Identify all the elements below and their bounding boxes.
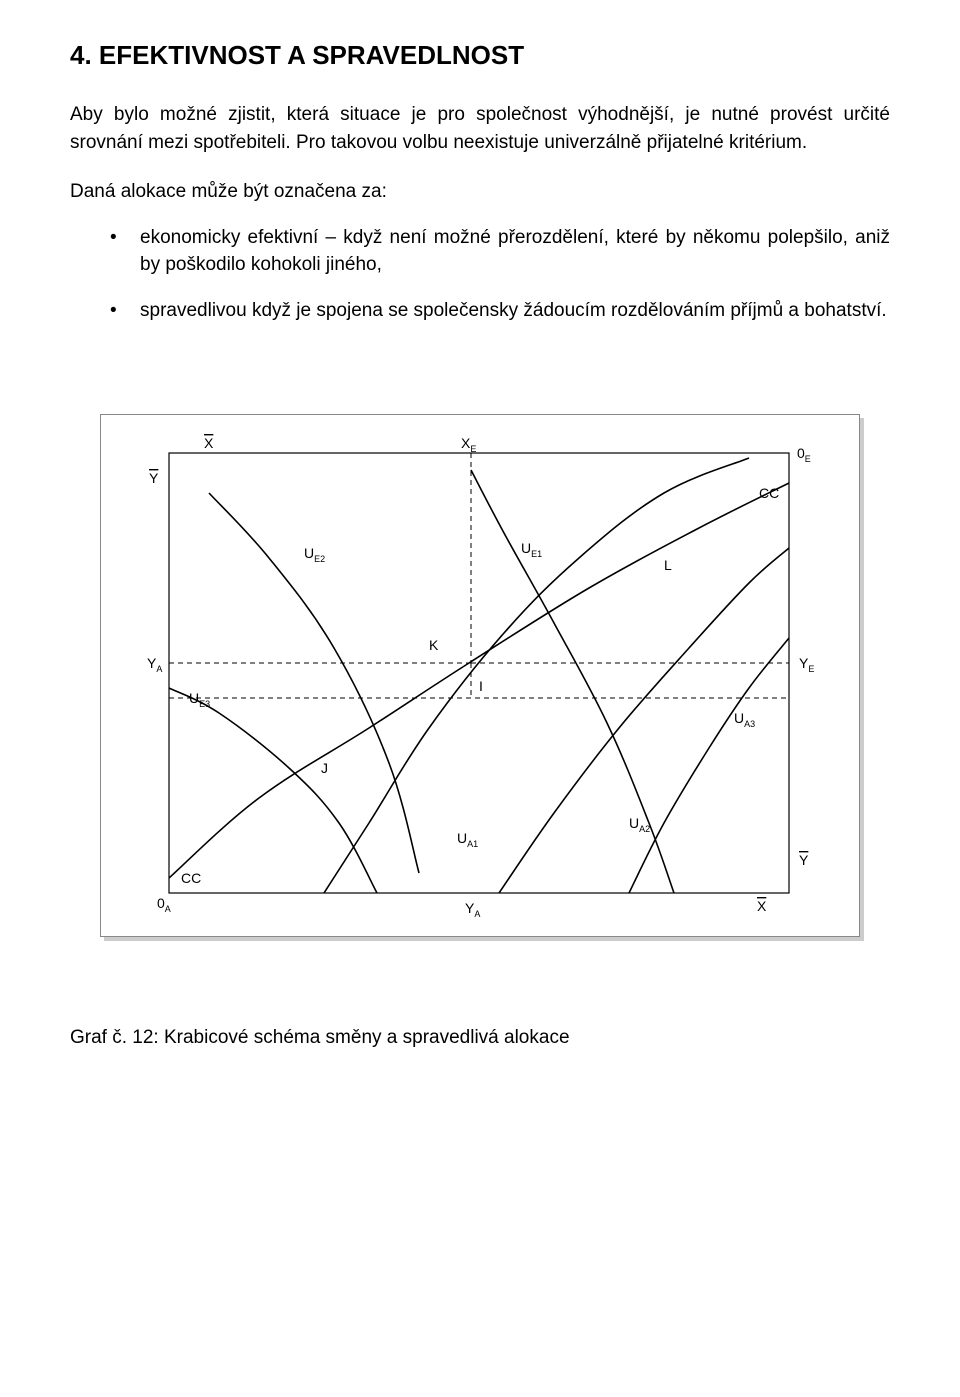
edgeworth-box-diagram: KIJLXYXE0ECCYAYEYXYA0ACCUE2UE1UE3UA3UA2U… [109, 423, 849, 923]
figure-caption: Graf č. 12: Krabicové schéma směny a spr… [70, 1027, 890, 1049]
svg-text:K: K [429, 637, 439, 653]
lead-in: Daná alokace může být označena za: [70, 178, 890, 206]
svg-text:UE1: UE1 [521, 540, 542, 559]
svg-text:J: J [321, 760, 328, 776]
paragraph-1: Aby bylo možné zjistit, která situace je… [70, 101, 890, 156]
svg-text:0A: 0A [157, 895, 171, 914]
svg-text:CC: CC [181, 870, 201, 886]
svg-text:Y: Y [149, 470, 159, 486]
svg-text:UE2: UE2 [304, 545, 325, 564]
svg-text:X: X [204, 435, 214, 451]
svg-text:0E: 0E [797, 445, 811, 464]
bullet-list: ekonomicky efektivní – když není možné p… [70, 224, 890, 325]
svg-text:Y: Y [799, 852, 809, 868]
figure-wrap: KIJLXYXE0ECCYAYEYXYA0ACCUE2UE1UE3UA3UA2U… [100, 414, 860, 937]
svg-text:X: X [757, 898, 767, 914]
svg-text:I: I [479, 678, 483, 694]
bullet-item-2: spravedlivou když je spojena se společen… [110, 297, 890, 325]
svg-text:YA: YA [147, 655, 162, 674]
svg-text:UE3: UE3 [189, 690, 210, 709]
svg-text:XE: XE [461, 435, 476, 454]
section-heading: 4. EFEKTIVNOST A SPRAVEDLNOST [70, 40, 890, 71]
svg-text:YA: YA [465, 900, 480, 919]
figure-frame: KIJLXYXE0ECCYAYEYXYA0ACCUE2UE1UE3UA3UA2U… [100, 414, 860, 937]
page: 4. EFEKTIVNOST A SPRAVEDLNOST Aby bylo m… [0, 0, 960, 1397]
svg-text:CC: CC [759, 485, 779, 501]
svg-text:UA1: UA1 [457, 830, 478, 849]
bullet-item-1: ekonomicky efektivní – když není možné p… [110, 224, 890, 279]
svg-text:UA3: UA3 [734, 710, 755, 729]
svg-text:YE: YE [799, 655, 814, 674]
svg-text:L: L [664, 557, 672, 573]
